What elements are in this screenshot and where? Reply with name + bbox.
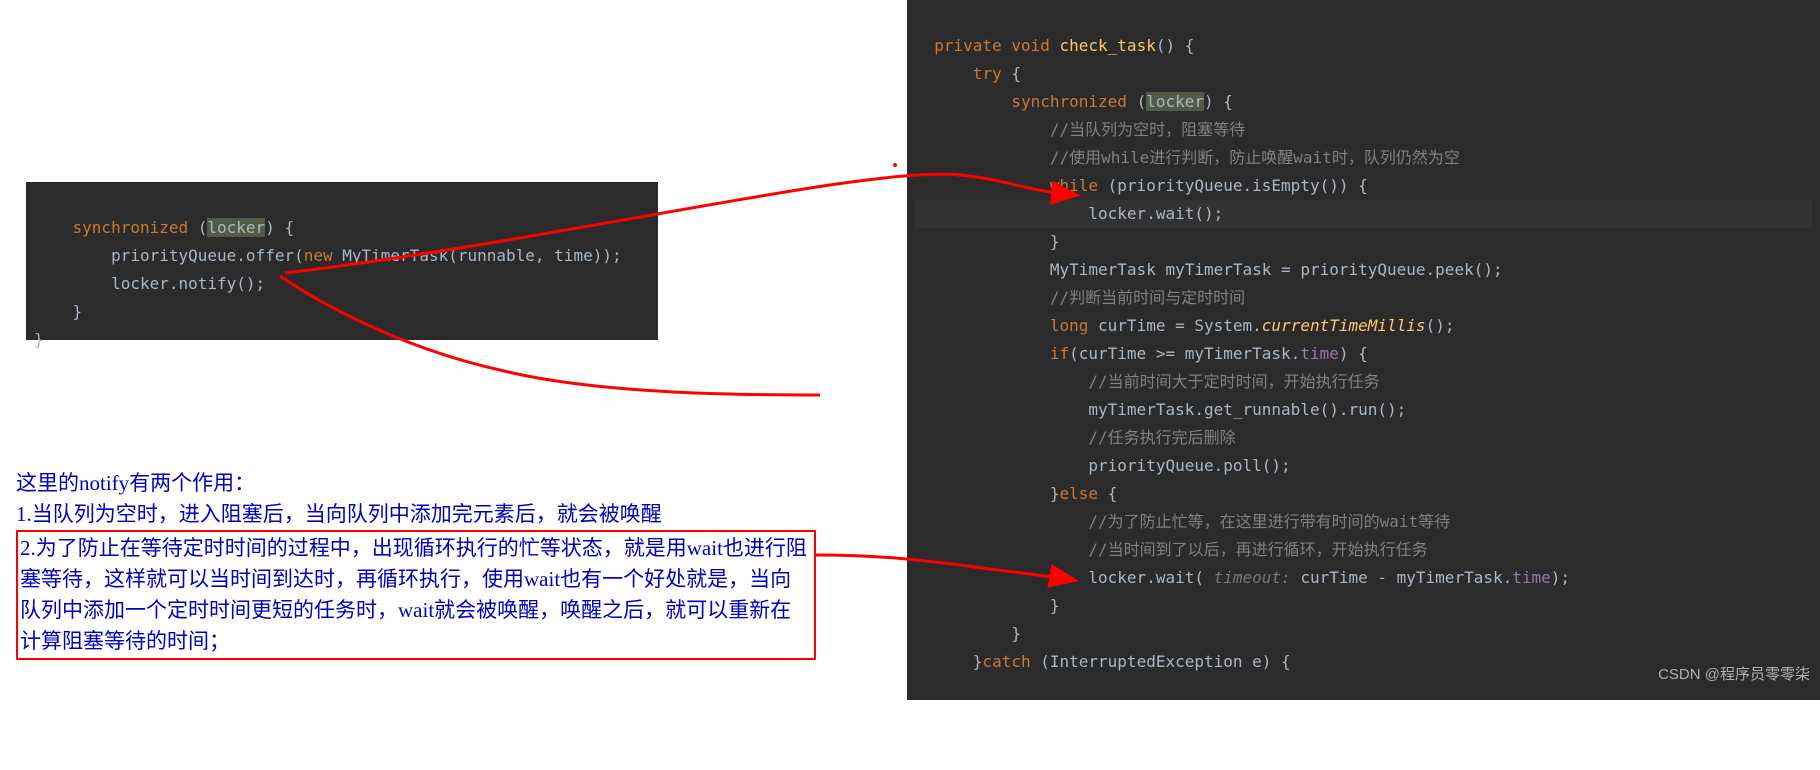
code-line-selected: locker.wait(); (915, 200, 1812, 228)
code-line: } (915, 596, 1060, 615)
code-line: //为了防止忙等，在这里进行带有时间的wait等待 (915, 512, 1450, 531)
explain-line-2: 2.为了防止在等待定时时间的过程中，出现循环执行的忙等状态，就是用wait也进行… (16, 530, 816, 660)
code-line: private void check_task() { (915, 36, 1194, 55)
code-line: }else { (915, 484, 1117, 503)
code-block-left: synchronized (locker) { priorityQueue.of… (26, 182, 658, 340)
code-line: //当前时间大于定时时间，开始执行任务 (915, 372, 1380, 391)
code-line: try { (915, 64, 1021, 83)
code-line: priorityQueue.poll(); (915, 456, 1291, 475)
dot-icon (893, 163, 897, 167)
explain-line-1: 1.当队列为空时，进入阻塞后，当向队列中添加完元素后，就会被唤醒 (16, 499, 816, 530)
code-line: } (915, 232, 1060, 251)
code-line: synchronized (locker) { (34, 218, 294, 237)
code-block-right: private void check_task() { try { synchr… (907, 0, 1820, 700)
code-line: //当队列为空时，阻塞等待 (915, 120, 1245, 139)
code-line: //当时间到了以后，再进行循环，开始执行任务 (915, 540, 1428, 559)
code-line: } (915, 624, 1021, 643)
code-line: locker.notify(); (34, 274, 265, 293)
code-line: priorityQueue.offer(new MyTimerTask(runn… (34, 246, 622, 265)
code-line: }catch (InterruptedException e) { (915, 652, 1291, 671)
explanation-text: 这里的notify有两个作用： 1.当队列为空时，进入阻塞后，当向队列中添加完元… (16, 468, 816, 660)
code-line: } (34, 330, 44, 349)
code-line: synchronized (locker) { (915, 92, 1233, 111)
code-line: //判断当前时间与定时时间 (915, 288, 1245, 307)
code-line: if(curTime >= myTimerTask.time) { (915, 344, 1368, 363)
code-line: while (priorityQueue.isEmpty()) { (915, 176, 1368, 195)
watermark: CSDN @程序员零零柒 (1658, 663, 1810, 684)
code-line: //任务执行完后删除 (915, 428, 1236, 447)
code-line: } (34, 302, 82, 321)
code-line: myTimerTask.get_runnable().run(); (915, 400, 1406, 419)
explain-line-0: 这里的notify有两个作用： (16, 468, 816, 499)
code-line: locker.wait( timeout: curTime - myTimerT… (915, 568, 1570, 587)
code-line: MyTimerTask myTimerTask = priorityQueue.… (915, 260, 1503, 279)
code-line: //使用while进行判断，防止唤醒wait时，队列仍然为空 (915, 148, 1460, 167)
code-line: long curTime = System.currentTimeMillis(… (915, 316, 1454, 335)
